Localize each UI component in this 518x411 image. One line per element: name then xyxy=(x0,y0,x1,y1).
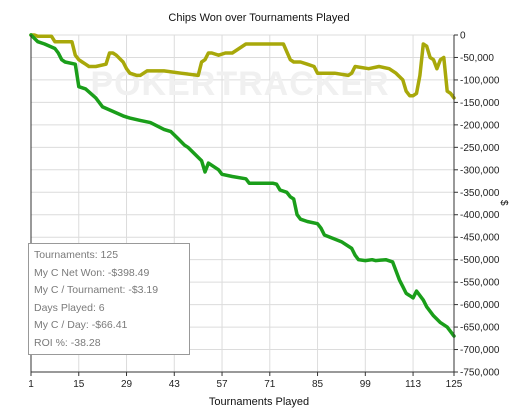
stat-tournaments: Tournaments: 125 xyxy=(34,249,119,261)
x-tick-label: 1 xyxy=(28,379,34,390)
y-tick-label: -550,000 xyxy=(460,278,500,289)
y-tick-label: -450,000 xyxy=(460,233,500,244)
x-tick-label: 113 xyxy=(405,379,421,390)
y-tick-label: -100,000 xyxy=(460,75,500,86)
y-tick-label: -150,000 xyxy=(460,98,500,109)
stat-per-day: My C / Day: -$66.41 xyxy=(34,319,128,331)
x-tick-label: 43 xyxy=(169,379,181,390)
y-tick-label: -250,000 xyxy=(460,143,500,154)
y-tick-label: 0 xyxy=(460,31,466,42)
y-tick-label: -500,000 xyxy=(460,255,500,266)
series-line xyxy=(29,33,456,100)
y-tick-label: -50,000 xyxy=(460,53,494,64)
x-tick-label: 99 xyxy=(360,379,372,390)
chart-title: Chips Won over Tournaments Played xyxy=(168,12,350,24)
x-tick-label: 85 xyxy=(312,379,324,390)
y-tick-label: -700,000 xyxy=(460,345,500,356)
stat-net-won: My C Net Won: -$398.49 xyxy=(34,266,150,279)
stats-box: Tournaments: 125 My C Net Won: -$398.49 … xyxy=(28,243,190,355)
stat-days-played: Days Played: 6 xyxy=(34,301,105,314)
watermark-text: POKERTRACKER xyxy=(90,65,389,103)
y-axis-label: $ xyxy=(498,200,509,206)
x-tick-label: 29 xyxy=(121,379,133,390)
stat-per-tournament: My C / Tournament: -$3.19 xyxy=(34,284,159,296)
y-tick-label: -750,000 xyxy=(460,368,500,379)
x-axis-label: Tournaments Played xyxy=(208,396,310,408)
y-tick-label: -650,000 xyxy=(460,323,500,334)
y-tick-label: -600,000 xyxy=(460,300,500,311)
series-line xyxy=(29,33,456,338)
x-tick-label: 125 xyxy=(446,379,463,390)
stat-roi: ROI %: -38.28 xyxy=(34,336,101,349)
x-tick-label: 71 xyxy=(264,379,276,390)
y-tick-label: -400,000 xyxy=(460,210,500,221)
y-tick-label: -300,000 xyxy=(460,165,500,176)
y-tick-label: -350,000 xyxy=(460,188,500,199)
y-tick-label: -200,000 xyxy=(460,120,500,131)
x-tick-label: 15 xyxy=(73,379,85,390)
x-tick-label: 57 xyxy=(216,379,228,390)
